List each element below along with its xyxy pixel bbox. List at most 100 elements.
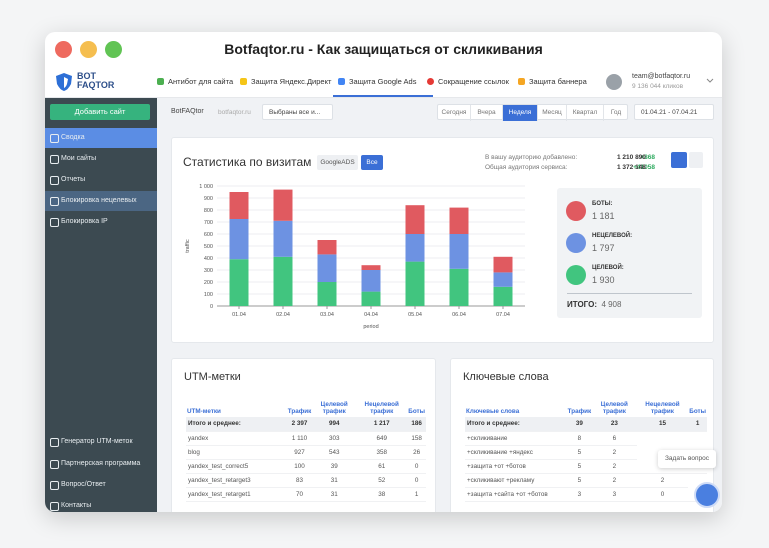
chart-view-button[interactable] (671, 152, 687, 168)
summary-icon (566, 201, 586, 221)
sidebar-item[interactable]: Партнерская программа (45, 454, 157, 474)
x-axis-label: period (363, 324, 378, 330)
table-row: yandex_test_retarget3 83 31 52 0 (186, 473, 426, 488)
bar-segment (273, 189, 293, 221)
sidebar-item[interactable]: Генератор UTM-меток (45, 432, 157, 452)
table-cell: 3 (566, 487, 593, 502)
y-tick-label: 300 (204, 268, 213, 274)
utm-panel: UTM-метки UTM-метки Трафик Целевой трафик Н… (171, 358, 436, 512)
table-cell: 15 (636, 417, 689, 432)
summary-total: ИТОГО: 4 908 (567, 300, 621, 309)
summary-icon (566, 233, 586, 253)
table-cell: 83 (286, 473, 313, 488)
table-cell: 31 (312, 473, 357, 488)
column-header: Нецелевой трафик (645, 401, 680, 415)
table-cell: 5 (566, 445, 593, 460)
table-cell: 2 397 (286, 417, 313, 432)
nav-item[interactable]: Защита Google Ads (338, 77, 416, 86)
bar-segment (229, 259, 249, 306)
column-header: UTM-метки (187, 408, 221, 415)
column-header: Целевой трафик (600, 401, 628, 415)
sidebar-item[interactable]: Блокировка нецелевых (45, 191, 157, 211)
date-range[interactable]: 01.04.21 - 07.04.21 (634, 104, 714, 120)
sidebar-item[interactable]: Контакты (45, 496, 157, 512)
y-tick-label: 500 (204, 244, 213, 250)
utm-title: UTM-метки (184, 371, 241, 383)
column-header: Трафик (287, 408, 312, 415)
table-cell: +защита +от +ботов (465, 459, 567, 474)
bar-segment (449, 268, 469, 306)
period-button[interactable]: Год (610, 109, 622, 116)
summary-icon (566, 265, 586, 285)
chat-button[interactable] (694, 482, 720, 508)
minimize-dot[interactable] (80, 41, 97, 58)
table-cell: 303 (312, 431, 357, 446)
logo-line: BOT (77, 71, 96, 81)
bar-segment (493, 272, 513, 287)
add-site-button[interactable]: Добавить сайт (50, 104, 150, 120)
x-tick-label: 02.04 (276, 312, 290, 318)
audience-delta: +868 (640, 154, 655, 161)
nav-item[interactable]: Сокращение ссылок (427, 77, 509, 86)
pie-view-button[interactable] (689, 152, 703, 168)
column-header: Боты (689, 408, 706, 415)
sidebar-item[interactable]: Сводка (45, 128, 157, 148)
y-tick-label: 400 (204, 256, 213, 262)
bar-segment (405, 261, 425, 306)
nav-item[interactable]: Антибот для сайта (157, 77, 233, 86)
summary-label: БОТЫ: (592, 201, 613, 207)
y-tick-label: 100 (204, 292, 213, 298)
period-button[interactable]: Сегодня (438, 105, 471, 121)
table-cell: 2 (592, 459, 637, 474)
nav-item[interactable]: Защита Яндекс.Директ (240, 77, 331, 86)
table-row: blog 927 543 358 26 (186, 445, 426, 460)
audience-delta: +41058 (633, 164, 655, 171)
table-row: +скликивание +яндекс 5 2 (465, 445, 707, 460)
site-url: botfaqtor.ru (218, 109, 251, 116)
sidebar-item[interactable]: Отчеты (45, 170, 157, 190)
table-cell: 158 (407, 431, 426, 446)
table-cell: 70 (286, 487, 313, 502)
tab[interactable]: Все (361, 155, 383, 170)
sidebar-item[interactable]: Мои сайты (45, 149, 157, 169)
table-cell: 186 (407, 417, 426, 432)
site-select[interactable]: Выбраны все и... (262, 104, 333, 120)
summary-total-value: 4 908 (601, 300, 622, 309)
table-row: +скликивание 8 6 (465, 431, 707, 446)
audience-total: 1 372 148 (617, 164, 646, 171)
table-cell: 23 (592, 417, 637, 432)
period-button[interactable]: Вчера (471, 105, 503, 121)
table-body: Итого и среднее: 2 397 994 1 217 186 yandex 1 … (186, 417, 426, 502)
table-row: yandex_test_correct5 100 39 61 0 (186, 459, 426, 474)
period-button[interactable]: Неделя (503, 105, 538, 121)
table-cell: yandex_test_correct5 (186, 459, 287, 474)
period-button[interactable]: Месяц (538, 105, 567, 121)
site-name[interactable]: BotFAQtor (171, 108, 204, 115)
user-menu-chevron[interactable] (706, 78, 714, 84)
header-row: UTM-метки Трафик Целевой трафик Нецелевой т… (186, 399, 426, 417)
table-cell: 0 (407, 459, 426, 474)
period-button[interactable]: Квартал (567, 105, 604, 121)
x-tick-label: 04.04 (364, 312, 378, 318)
nav-active-underline (333, 95, 433, 97)
top-nav: BOT FAQTOR Антибот для сайта Защита Яндек… (45, 66, 722, 98)
maximize-dot[interactable] (105, 41, 122, 58)
sidebar-item[interactable]: Блокировка IP (45, 212, 157, 232)
help-popup[interactable]: Задать вопрос (658, 450, 716, 468)
column-header: Целевой трафик (320, 401, 348, 415)
nav-item[interactable]: Защита баннера (518, 77, 587, 86)
nav-label: Защита Google Ads (349, 77, 417, 86)
avatar[interactable] (606, 74, 622, 90)
audience-row: Общая аудитория сервиса: +41058 1 372 148 (485, 163, 695, 173)
x-tick-label: 01.04 (232, 312, 246, 318)
table-cell: 2 (636, 473, 689, 488)
close-dot[interactable] (55, 41, 72, 58)
logo-text: BOT FAQTOR (77, 72, 114, 90)
x-tick-label: 05.04 (408, 312, 422, 318)
header-row: Ключевые слова Трафик Целевой трафик Нецеле… (465, 399, 707, 417)
tab[interactable]: GoogleADS (317, 155, 358, 170)
y-tick-label: 900 (204, 196, 213, 202)
table-row: Итого и среднее: 2 397 994 1 217 186 (186, 417, 426, 432)
sidebar-item[interactable]: Вопрос/Ответ (45, 475, 157, 495)
summary-divider (567, 293, 692, 294)
